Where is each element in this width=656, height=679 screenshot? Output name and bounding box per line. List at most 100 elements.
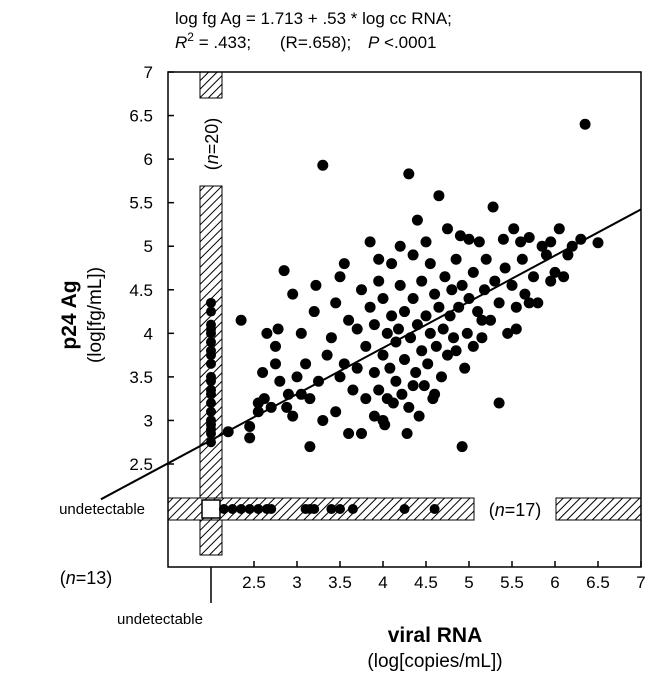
- x-undetectable-point: [206, 437, 216, 448]
- data-point: [493, 397, 505, 409]
- data-point: [270, 358, 281, 370]
- data-point: [545, 275, 557, 287]
- y-tick-label: 6.5: [129, 107, 153, 126]
- y-axis-ticks: 2.5 3 3.5 4 4.5 5 5.5 6 6.5 7: [129, 63, 174, 474]
- data-point: [351, 323, 363, 335]
- plot-frame: [167, 71, 642, 568]
- data-point: [347, 384, 359, 396]
- data-point: [317, 159, 329, 171]
- data-point: [575, 233, 587, 245]
- data-point: [549, 266, 561, 278]
- data-point: [330, 406, 342, 418]
- data-point: [310, 279, 322, 291]
- data-point: [437, 323, 449, 335]
- data-point: [364, 236, 376, 248]
- data-point: [338, 258, 350, 270]
- y-undetectable-point: [227, 504, 238, 514]
- data-point: [446, 284, 458, 296]
- data-point: [430, 340, 442, 352]
- y-tick-label: 3: [144, 411, 153, 430]
- data-point: [392, 323, 404, 335]
- data-point: [274, 375, 286, 387]
- data-point: [295, 327, 307, 339]
- data-point: [472, 306, 484, 318]
- data-point: [510, 301, 522, 313]
- y-axis-title: p24 Ag: [58, 280, 81, 349]
- data-point: [387, 397, 399, 409]
- data-point: [553, 223, 565, 235]
- x-undetectable-point: [206, 297, 216, 308]
- data-point: [489, 275, 501, 287]
- data-point: [403, 401, 415, 413]
- y-tick-label: 5: [144, 237, 153, 256]
- data-point: [459, 362, 471, 374]
- data-point: [407, 249, 419, 261]
- data-point: [373, 384, 385, 396]
- x-undetectable-label: undetectable: [117, 611, 203, 628]
- data-point: [558, 271, 570, 283]
- n-x-undetectable-label: (n=20): [202, 118, 222, 171]
- x-tick-label: 6.5: [586, 573, 610, 592]
- data-point: [390, 375, 402, 387]
- data-point: [351, 362, 363, 374]
- n-y-undetectable-label: (n=17): [489, 500, 542, 520]
- data-point: [433, 190, 445, 202]
- data-point: [222, 426, 234, 438]
- y-tick-label: 3.5: [129, 368, 153, 387]
- data-point: [368, 367, 380, 379]
- data-point: [429, 288, 441, 300]
- data-point: [244, 421, 256, 433]
- data-point: [463, 292, 475, 304]
- y-undetectable-point: [429, 504, 440, 514]
- both-undetectable-box: [201, 499, 221, 519]
- x-tick-label: 3: [292, 573, 301, 592]
- data-point: [272, 323, 284, 335]
- data-point: [403, 168, 415, 180]
- n-y-undetectable-value: 17: [515, 500, 535, 520]
- x-undetectable-point: [206, 406, 216, 417]
- x-undetectable-point: [206, 371, 216, 382]
- data-point: [257, 367, 269, 379]
- data-point: [394, 279, 406, 291]
- x-tick-label: 5: [464, 573, 473, 592]
- x-tick-label: 4.5: [414, 573, 438, 592]
- y-undetectable-point: [236, 504, 247, 514]
- data-point: [343, 314, 355, 326]
- data-point: [373, 253, 385, 265]
- data-point: [478, 284, 490, 296]
- data-point: [377, 349, 389, 361]
- x-undetectable-band-upper: [199, 71, 223, 99]
- data-point: [379, 419, 391, 431]
- data-point: [450, 345, 462, 357]
- data-point: [442, 349, 453, 361]
- data-point: [448, 332, 460, 344]
- data-point: [506, 279, 518, 291]
- data-point: [291, 371, 303, 383]
- data-point: [420, 236, 432, 248]
- regression-line: [100, 208, 642, 501]
- y-undetectable-label: undetectable: [59, 501, 145, 518]
- data-point: [278, 265, 290, 277]
- n-both-undetectable-value: 13: [86, 568, 106, 588]
- data-point: [384, 362, 396, 374]
- y-tick-label: 7: [144, 63, 153, 82]
- x-axis-title: viral RNA: [388, 624, 483, 647]
- data-point: [334, 371, 346, 383]
- data-point: [321, 349, 333, 361]
- data-point: [407, 380, 419, 392]
- data-point: [493, 297, 505, 309]
- n-y-undetectable-prefix: n: [495, 500, 505, 520]
- x-tick-label: 4: [378, 573, 387, 592]
- data-point: [270, 340, 281, 352]
- data-point: [485, 314, 496, 326]
- data-point: [508, 223, 520, 235]
- data-point: [410, 367, 422, 379]
- data-point: [476, 332, 488, 344]
- data-point: [456, 279, 468, 291]
- data-point: [381, 327, 393, 339]
- undetectable-points: [206, 297, 440, 514]
- data-point: [377, 292, 389, 304]
- y-tick-label: 6: [144, 150, 153, 169]
- data-point: [420, 310, 432, 322]
- x-tick-label: 3.5: [328, 573, 352, 592]
